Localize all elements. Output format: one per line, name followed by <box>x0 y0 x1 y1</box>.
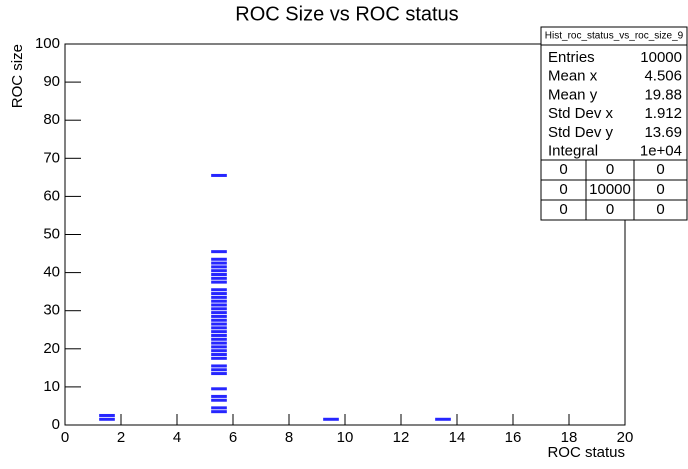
stats-cell: 0 <box>656 181 664 198</box>
y-tick-label: 20 <box>43 340 60 357</box>
x-axis-label: ROC status <box>547 444 625 461</box>
point <box>211 337 227 341</box>
point <box>211 273 227 277</box>
y-tick-label: 70 <box>43 149 60 166</box>
point <box>211 387 227 391</box>
y-tick-label: 80 <box>43 111 60 128</box>
point <box>211 341 227 345</box>
stats-value: 4.506 <box>644 68 682 85</box>
stats-cell: 0 <box>606 161 614 178</box>
y-axis-label: ROC size <box>9 44 26 108</box>
stats-cell: 0 <box>559 161 567 178</box>
point <box>211 398 227 402</box>
point <box>211 295 227 299</box>
point <box>211 318 227 322</box>
y-tick-label: 90 <box>43 73 60 90</box>
point <box>211 269 227 273</box>
stats-label: Integral <box>548 142 598 159</box>
stats-label: Std Dev y <box>548 124 614 141</box>
point <box>211 314 227 318</box>
x-tick-label: 14 <box>449 429 466 446</box>
x-tick-label: 12 <box>393 429 410 446</box>
x-tick-label: 6 <box>229 429 237 446</box>
x-tick-label: 20 <box>617 429 634 446</box>
point <box>211 299 227 303</box>
point <box>211 322 227 326</box>
x-tick-label: 0 <box>61 429 69 446</box>
y-tick-label: 10 <box>43 378 60 395</box>
point <box>211 303 227 307</box>
stats-cell: 0 <box>559 181 567 198</box>
point <box>211 292 227 296</box>
x-tick-label: 18 <box>561 429 578 446</box>
stats-box <box>540 26 688 221</box>
point <box>99 413 115 417</box>
point <box>211 364 227 368</box>
stats-value: 19.88 <box>644 86 682 103</box>
point <box>435 417 451 421</box>
y-tick-label: 100 <box>35 35 60 52</box>
stats-cell: 0 <box>656 201 664 218</box>
stats-label: Std Dev x <box>548 105 614 122</box>
stats-cell: 0 <box>559 201 567 218</box>
stats-label: Mean y <box>548 86 598 103</box>
x-tick-label: 16 <box>505 429 522 446</box>
point <box>211 368 227 372</box>
x-tick-label: 4 <box>173 429 181 446</box>
point <box>211 356 227 360</box>
y-tick-label: 30 <box>43 302 60 319</box>
x-tick-label: 2 <box>117 429 125 446</box>
stats-value: 1e+04 <box>640 142 682 159</box>
point <box>211 173 227 177</box>
point <box>211 410 227 414</box>
stats-value: 13.69 <box>644 124 682 141</box>
point <box>211 330 227 334</box>
stats-label: Entries <box>548 49 595 66</box>
stats-title: Hist_roc_status_vs_roc_size_9 <box>545 31 684 42</box>
stats-value: 1.912 <box>644 105 682 122</box>
stats-label: Mean x <box>548 68 598 85</box>
stats-cell: 10000 <box>589 181 631 198</box>
chart-title: ROC Size vs ROC status <box>235 3 458 25</box>
point <box>99 417 115 421</box>
point <box>211 307 227 311</box>
point <box>211 345 227 349</box>
x-tick-label: 8 <box>285 429 293 446</box>
point <box>211 250 227 254</box>
point <box>211 257 227 261</box>
point <box>211 265 227 269</box>
point <box>211 349 227 353</box>
point <box>323 417 339 421</box>
stats-cell: 0 <box>656 161 664 178</box>
point <box>211 280 227 284</box>
y-tick-label: 40 <box>43 264 60 281</box>
stats-value: 10000 <box>640 49 682 66</box>
point <box>211 406 227 410</box>
point <box>211 311 227 315</box>
x-tick-label: 10 <box>337 429 354 446</box>
point <box>211 394 227 398</box>
y-tick-label: 0 <box>52 416 60 433</box>
point <box>211 261 227 265</box>
point <box>211 326 227 330</box>
stats-cell: 0 <box>606 201 614 218</box>
y-tick-label: 50 <box>43 225 60 242</box>
y-tick-label: 60 <box>43 187 60 204</box>
point <box>211 353 227 357</box>
point <box>211 276 227 280</box>
point <box>211 288 227 292</box>
point <box>211 372 227 376</box>
point <box>211 333 227 337</box>
